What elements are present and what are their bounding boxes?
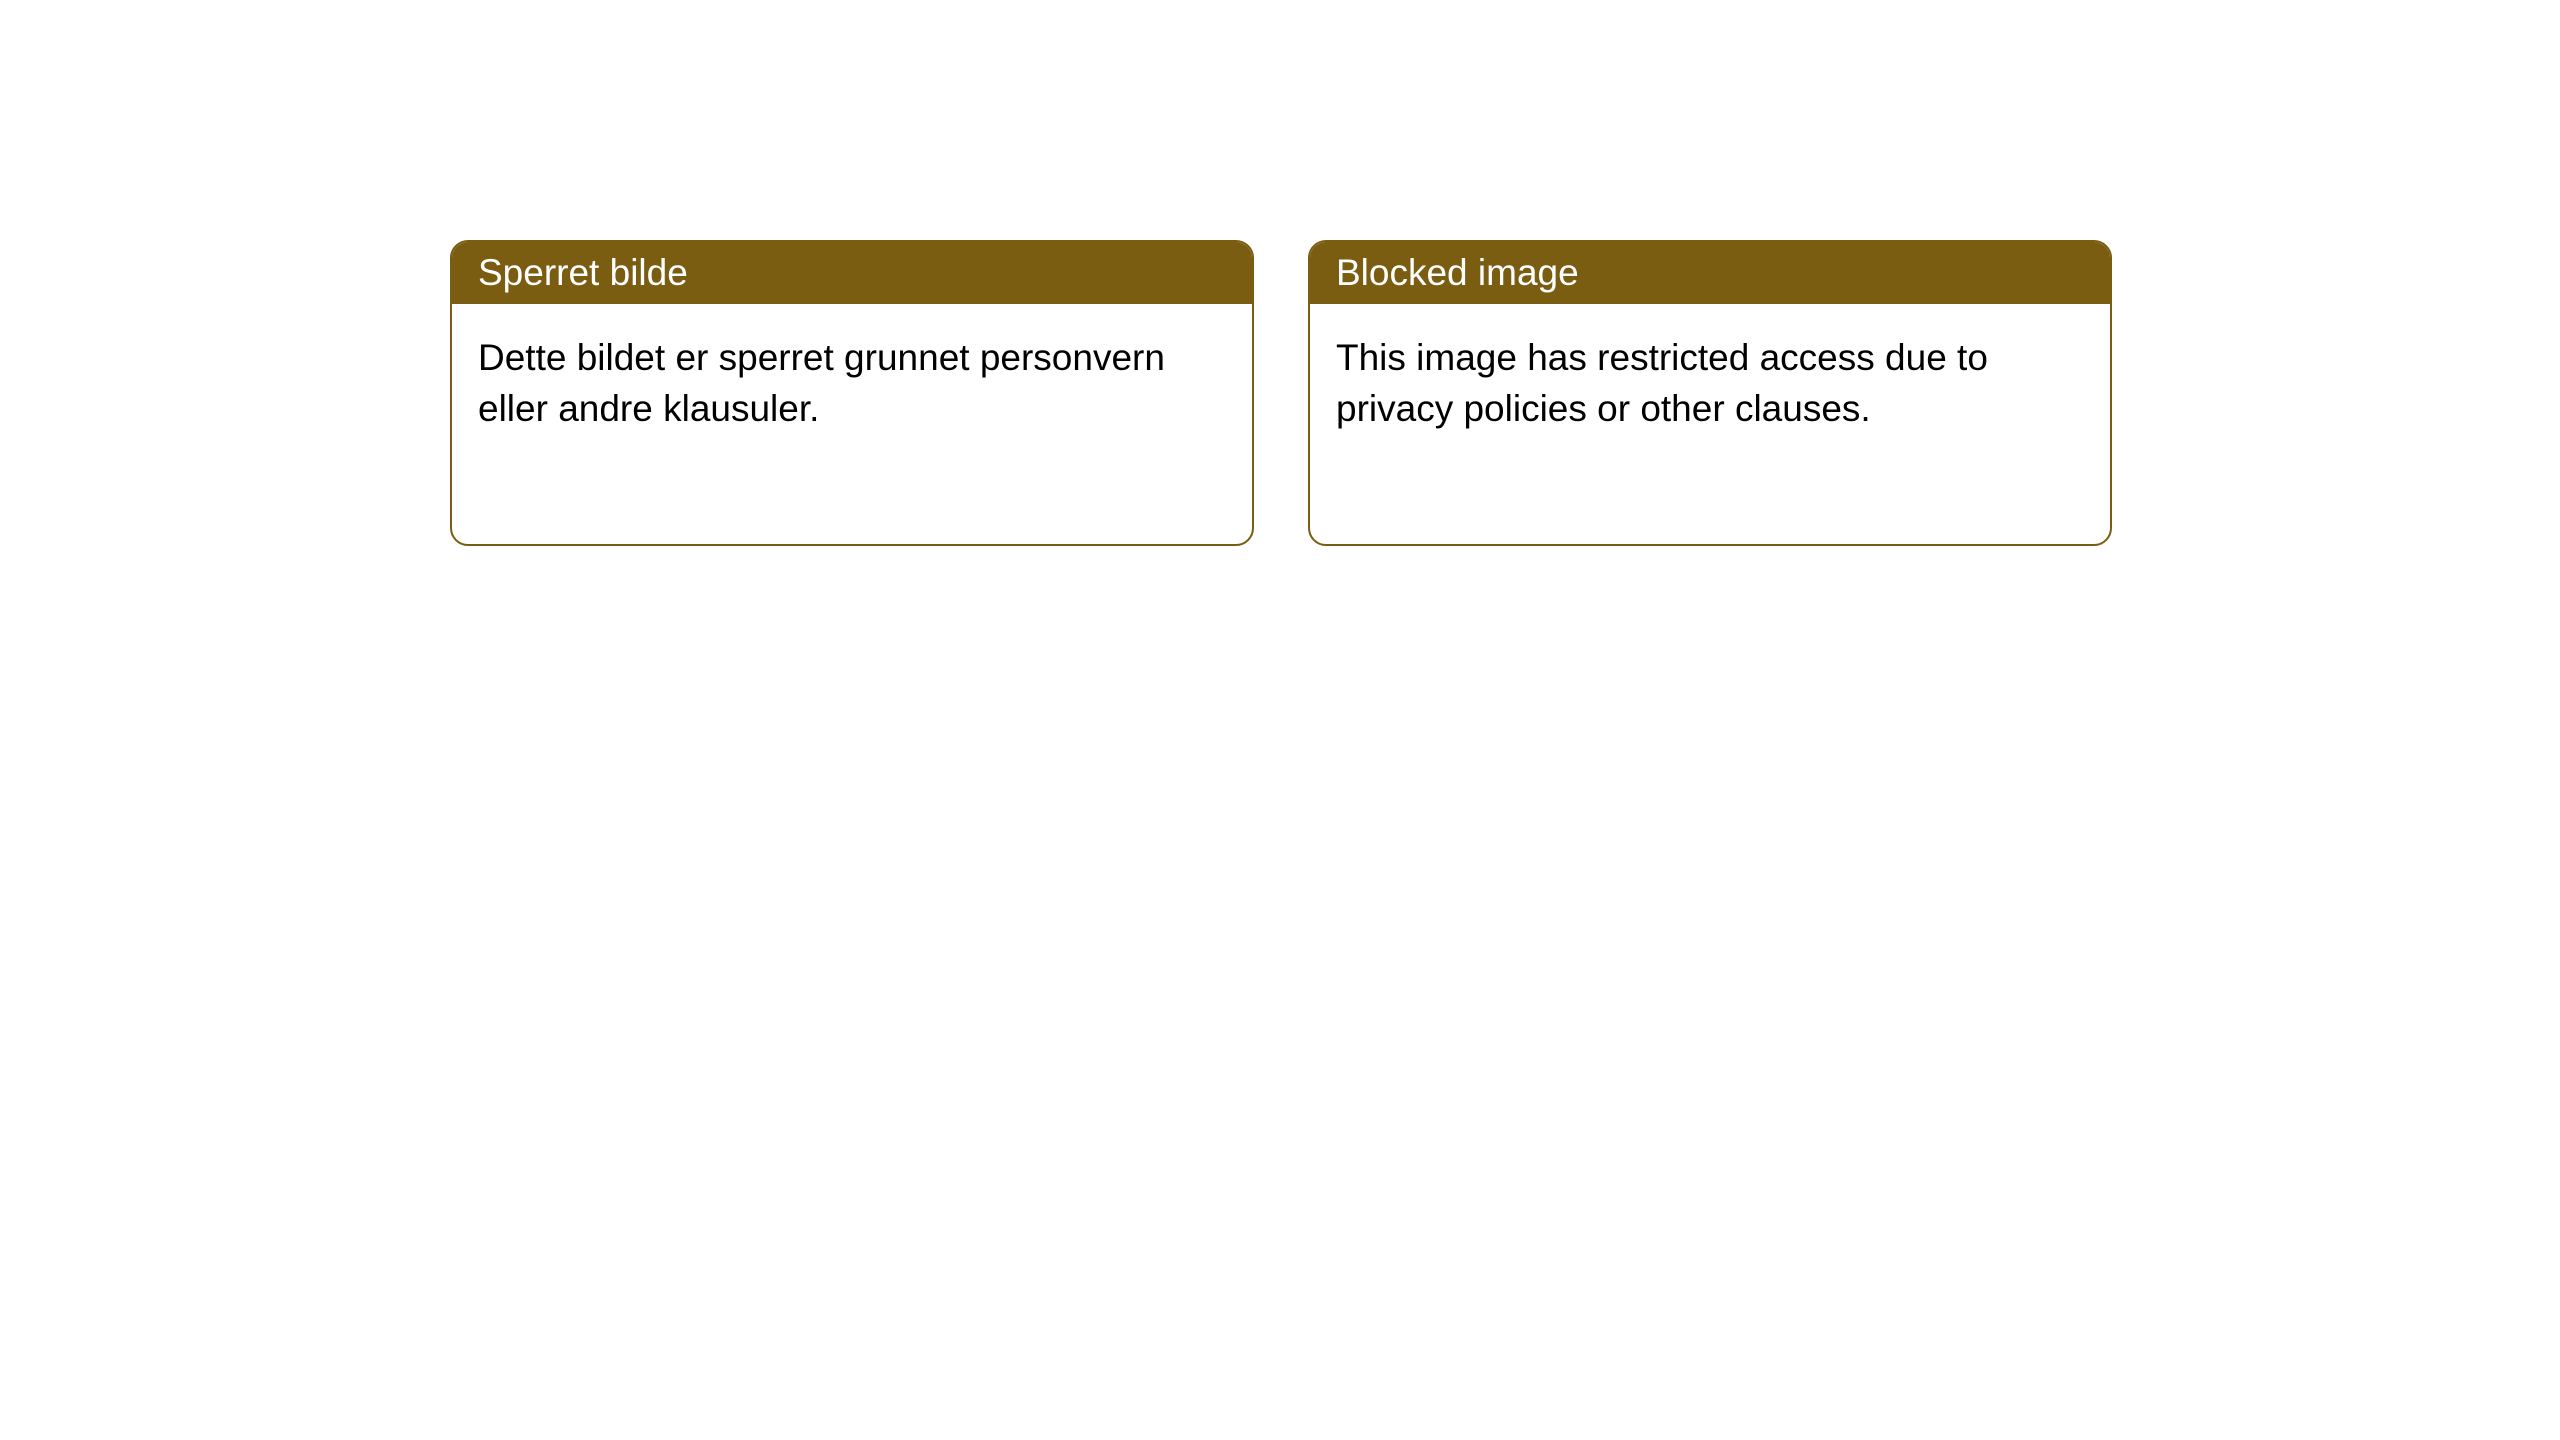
card-title: Sperret bilde <box>452 242 1252 304</box>
card-title: Blocked image <box>1310 242 2110 304</box>
notice-card-english: Blocked image This image has restricted … <box>1308 240 2112 546</box>
notice-cards-container: Sperret bilde Dette bildet er sperret gr… <box>0 0 2560 546</box>
card-body-text: This image has restricted access due to … <box>1310 304 2110 544</box>
notice-card-norwegian: Sperret bilde Dette bildet er sperret gr… <box>450 240 1254 546</box>
card-body-text: Dette bildet er sperret grunnet personve… <box>452 304 1252 544</box>
